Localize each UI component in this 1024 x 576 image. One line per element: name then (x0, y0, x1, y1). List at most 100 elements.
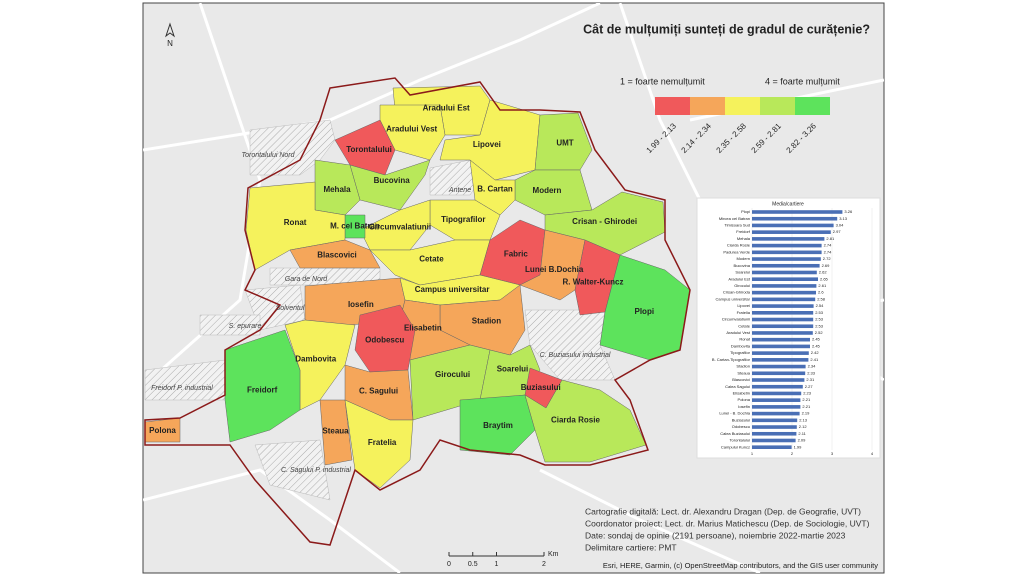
neighborhood (334, 119, 396, 176)
scale-label: 1 (495, 561, 499, 568)
category-label: Polona (738, 397, 751, 402)
legend-swatch (760, 97, 795, 115)
value-label: 2.21 (802, 404, 811, 409)
category-label: Freidorf (736, 229, 751, 234)
bar (752, 210, 843, 214)
value-label: 2.12 (799, 424, 808, 429)
category-label: Ronat (739, 337, 751, 342)
industrial-label: S. epurare (229, 323, 262, 330)
neighborhood (289, 239, 381, 269)
bar (752, 391, 802, 396)
bar (752, 324, 814, 329)
category-label: Modern (736, 256, 750, 261)
category-label: Elisabetin (733, 391, 750, 396)
neighborhood-label: Campus universitar (415, 285, 490, 294)
industrial-label: Torontalului Nord (241, 152, 295, 159)
bar (752, 311, 814, 315)
neighborhood-label: Girocului (435, 370, 470, 379)
legend-swatch (690, 97, 725, 115)
industrial-label: Gara de Nord (285, 276, 329, 283)
value-label: 3.26 (844, 209, 853, 214)
neighborhood (224, 329, 301, 443)
neighborhood-label: Dambovita (295, 354, 336, 363)
map-title: Cât de mulțumiți sunteți de gradul de cu… (583, 22, 870, 36)
category-label: Stadion (736, 364, 750, 369)
scale-label: 0.5 (468, 561, 478, 568)
bar (752, 405, 801, 409)
neighborhood-label: Lunei B.Dochia (525, 265, 584, 274)
category-label: Lunei - B. Dochia (719, 411, 750, 416)
bar (752, 223, 834, 228)
neighborhood-label: Modern (533, 186, 562, 195)
neighborhood-label: Crisan - Ghirodei (572, 217, 637, 226)
bar (752, 411, 800, 416)
neighborhood-label: Plopi (635, 307, 655, 316)
value-label: 2.31 (806, 377, 815, 382)
category-label: Circumvalatiunii (722, 317, 750, 322)
category-label: B. Cartan-Tipografilor (712, 357, 751, 362)
neighborhood-label: Fratelia (368, 438, 397, 447)
category-label: Calea Buziasului (720, 431, 750, 436)
scale-label: 0 (447, 561, 451, 568)
neighborhood-label: Iosefin (348, 300, 374, 309)
neighborhood-label: Mehala (323, 185, 351, 194)
x-tick-label: 1 (751, 451, 754, 456)
value-label: 2.09 (798, 438, 807, 443)
industrial-label: Solventul (276, 305, 305, 312)
neighborhood-label: Odobescu (365, 335, 404, 344)
value-label: 2.45 (812, 343, 821, 348)
value-label: 2.41 (810, 357, 819, 362)
value-label: 2.33 (807, 370, 816, 375)
neighborhood-label: Ronat (284, 218, 307, 227)
neighborhood-label: Polona (149, 426, 176, 435)
value-label: 2.21 (802, 397, 811, 402)
category-label: Cetate (738, 323, 751, 328)
bar (752, 216, 838, 221)
category-label: Campului Kuncz (721, 444, 750, 449)
bar (752, 290, 816, 295)
bar (752, 277, 818, 281)
value-label: 2.52 (815, 330, 824, 335)
category-label: Aradului Vest (726, 330, 750, 335)
x-tick-label: 2 (791, 451, 794, 456)
value-label: 2.53 (815, 310, 824, 315)
credit-line: Coordonator proiect: Lect. dr. Marius Ma… (585, 518, 870, 528)
value-label: 2.74 (824, 249, 833, 254)
category-label: Iosefin (738, 404, 750, 409)
neighborhood (574, 239, 621, 316)
value-label: 3.04 (836, 223, 845, 228)
attribution: Esri, HERE, Garmin, (c) OpenStreetMap co… (603, 561, 878, 570)
category-label: Odobescu (732, 424, 750, 429)
value-label: 2.27 (805, 384, 814, 389)
bar (752, 364, 806, 369)
neighborhood-label: Blascovici (317, 250, 357, 259)
scale-unit: Km (548, 551, 559, 558)
value-label: 2.65 (820, 276, 829, 281)
neighborhood-label: Elisabetin (404, 324, 442, 333)
category-label: Dambovita (731, 343, 751, 348)
bar (752, 331, 813, 335)
bar (752, 358, 809, 362)
scale-label: 2 (542, 561, 546, 568)
value-label: 2.23 (803, 391, 812, 396)
value-label: 2.61 (818, 283, 827, 288)
bar (752, 384, 803, 389)
inset-chart: Media/cartiere 1 2 3 4 Plopi 3.26 Mircea cel B… (696, 197, 881, 459)
value-label: 2.69 (822, 263, 831, 268)
bar (752, 398, 801, 402)
bar (752, 371, 806, 376)
neighborhood-label: M. cel Batran (330, 222, 380, 231)
neighborhood-label: R. Walter-Kuncz (562, 278, 623, 287)
bar (752, 304, 814, 308)
neighborhood-label: Braytim (483, 421, 513, 430)
value-label: 3.13 (839, 216, 848, 221)
neighborhood-label: Aradului Est (423, 104, 470, 113)
neighborhood (524, 379, 647, 463)
industrial-area (254, 439, 331, 501)
neighborhood-label: UMT (556, 139, 573, 148)
category-label: Calea Sagului (725, 384, 750, 389)
legend-swatch (795, 97, 830, 115)
bar (752, 438, 796, 443)
category-label: Lipovei (737, 303, 750, 308)
neighborhood-label: Stadion (472, 317, 501, 326)
